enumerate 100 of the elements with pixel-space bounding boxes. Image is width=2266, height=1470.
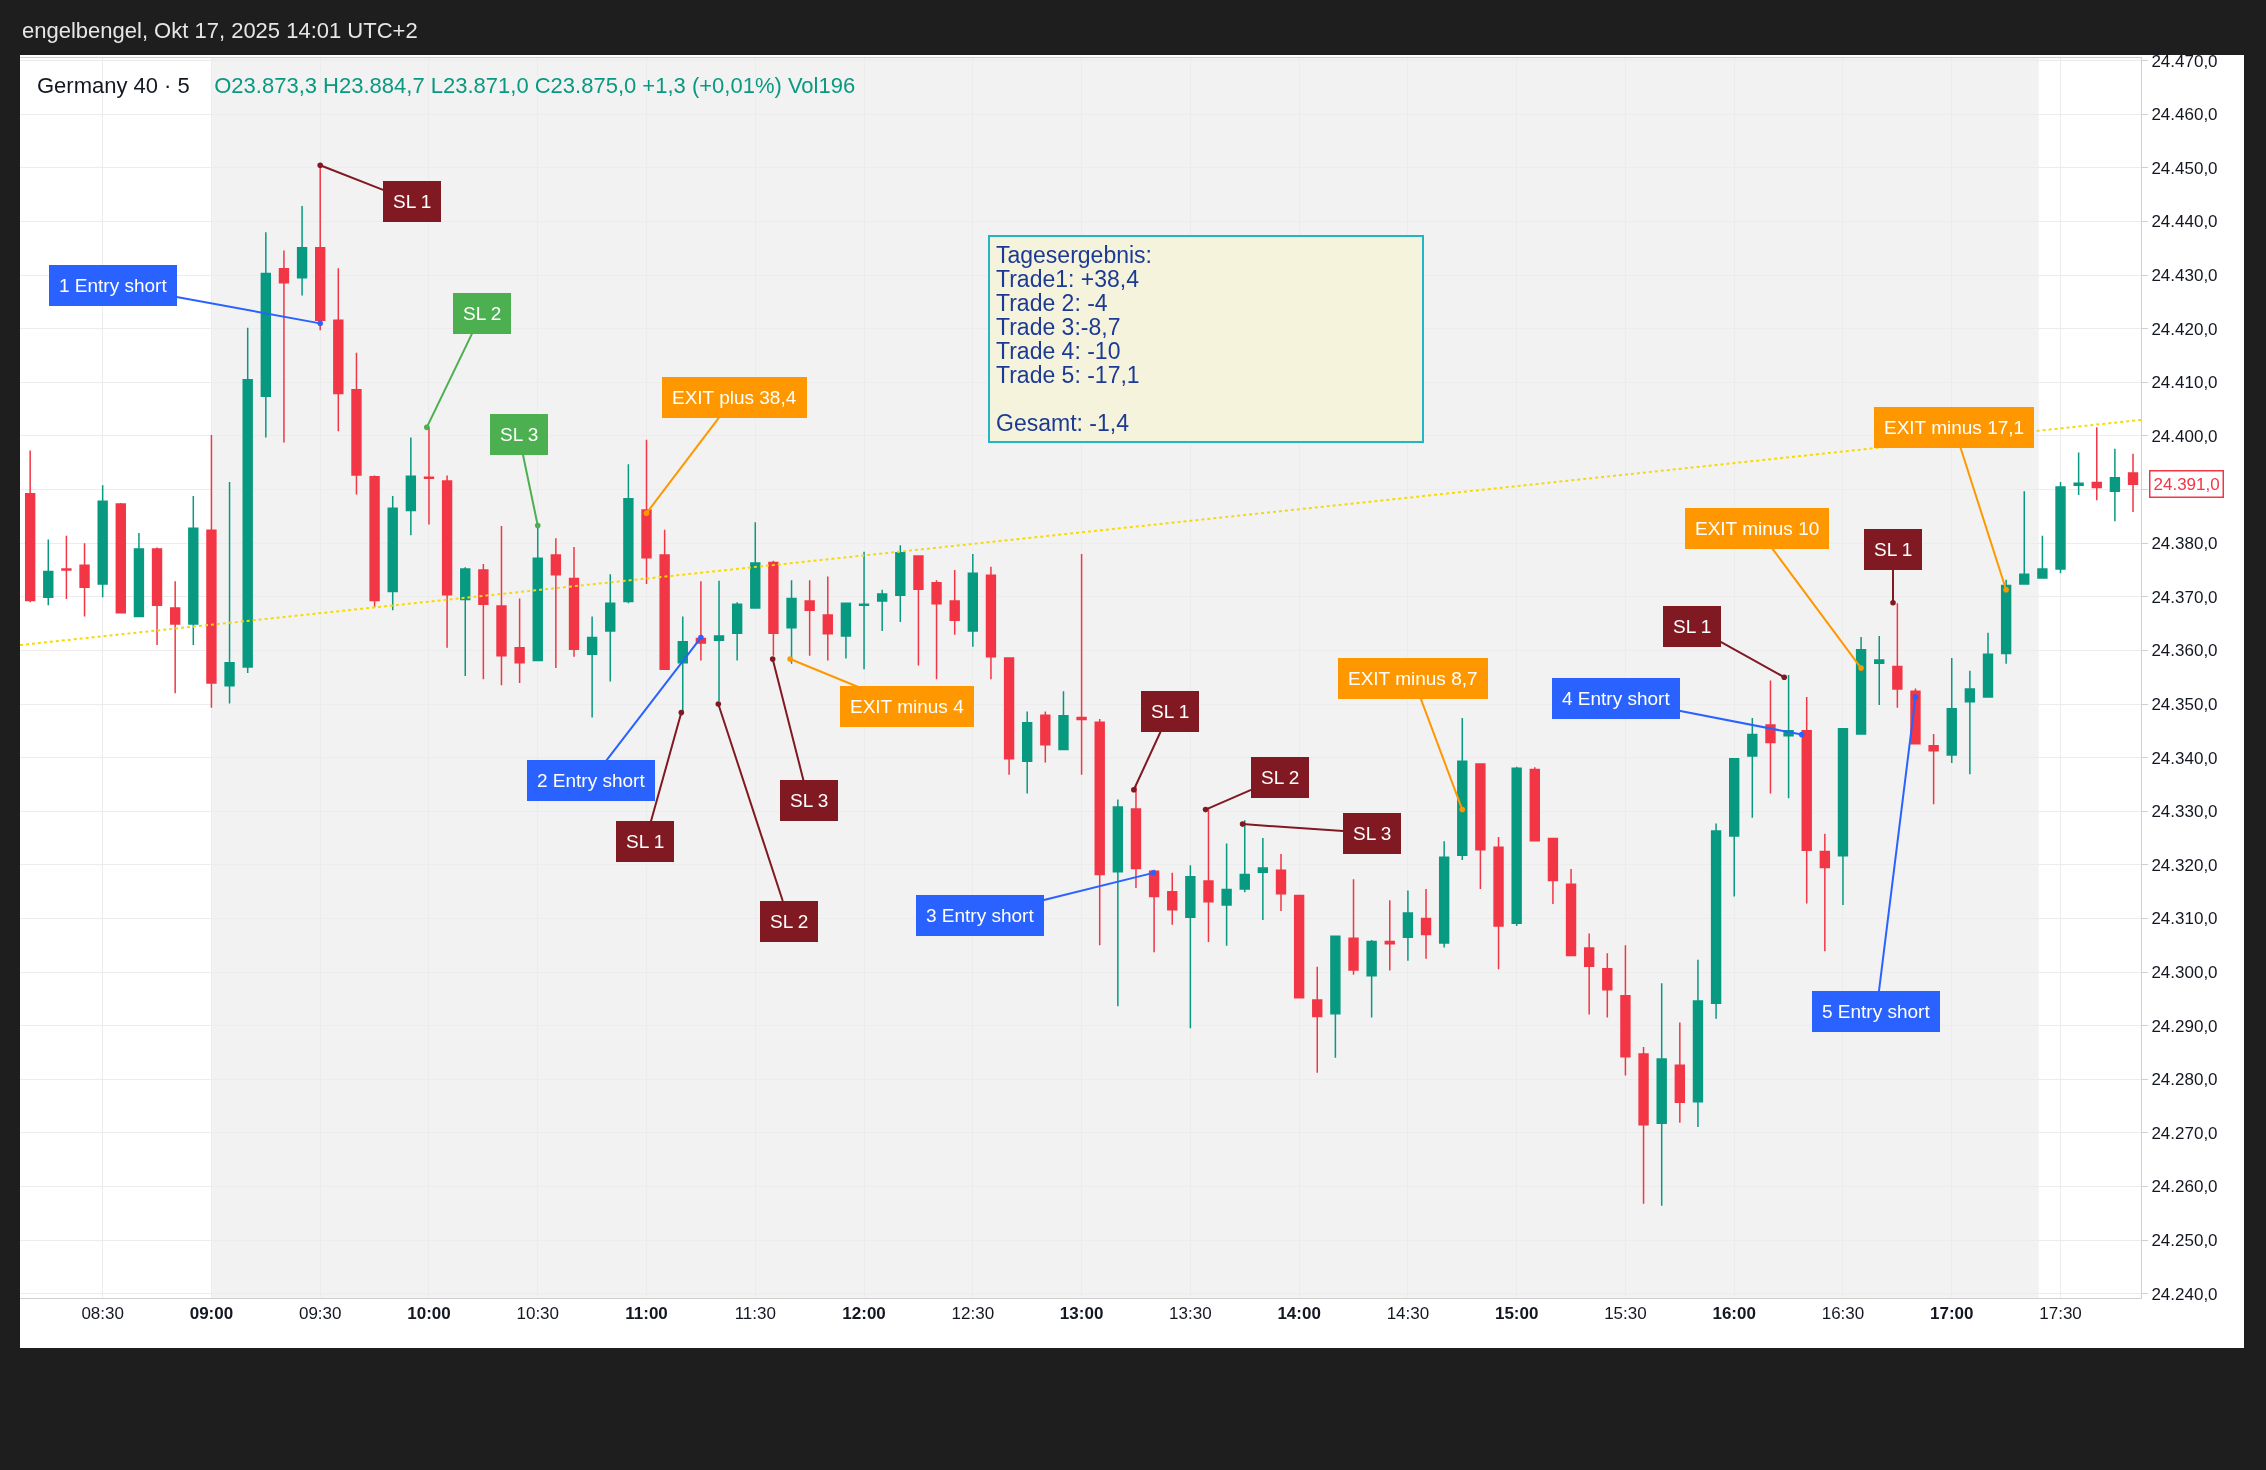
annotation: 2 Entry short xyxy=(537,770,646,791)
candlestick xyxy=(2073,451,2084,496)
x-tick-label: 08:30 xyxy=(81,1304,124,1324)
candlestick xyxy=(296,205,308,297)
x-tick-label: 16:30 xyxy=(1821,1304,1865,1324)
x-tick-label: 15:00 xyxy=(1494,1304,1539,1324)
annotation: EXIT minus 10 xyxy=(1695,518,1820,539)
candlestick xyxy=(1674,1021,1686,1124)
candlestick xyxy=(949,569,960,636)
y-tick-label: 24.430,0 xyxy=(2151,266,2218,286)
y-tick-label: 24.450,0 xyxy=(2151,158,2218,178)
candlestick xyxy=(677,615,688,713)
candlestick xyxy=(659,529,670,670)
y-tick-label: 24.420,0 xyxy=(2151,319,2218,339)
candlestick xyxy=(1529,766,1540,842)
x-tick-label: 14:30 xyxy=(1386,1304,1430,1324)
candlestick xyxy=(97,484,108,599)
candlestick xyxy=(1366,939,1377,1019)
candlestick xyxy=(133,532,145,618)
candlestick xyxy=(750,521,761,609)
text: O23.873,3 H23.884,7 L23.871,0 C23.875,0 +1,3 (+0,01%) Vol196 xyxy=(214,72,856,98)
annotation: SL 3 xyxy=(500,424,539,445)
x-tick-label: 09:00 xyxy=(189,1304,234,1324)
candlestick xyxy=(2055,481,2066,574)
candlestick xyxy=(1982,631,1994,698)
candlestick xyxy=(260,231,272,439)
y-tick-label: 24.350,0 xyxy=(2151,694,2218,714)
candlestick xyxy=(24,449,36,603)
candlestick xyxy=(1312,965,1323,1074)
candlestick xyxy=(2037,534,2048,580)
y-tick-label: 24.370,0 xyxy=(2151,587,2218,607)
candlestick xyxy=(1257,837,1269,921)
annotation: 1 Entry short xyxy=(59,275,168,296)
annotation: EXIT minus 4 xyxy=(850,696,965,717)
annotation: SL 1 xyxy=(1673,616,1712,637)
candlestick xyxy=(1692,958,1704,1128)
y-tick-label: 24.400,0 xyxy=(2151,426,2218,446)
candlestick xyxy=(1040,710,1051,764)
annotation: SL 1 xyxy=(626,831,665,852)
annotation: 4 Entry short xyxy=(1562,688,1671,709)
text-box: Tagesergebnis: Trade1: +38,4 Trade 2: -4 Trade 3:-8,7 Trade 4: -10 Trade 5: -17,1 Gesamt: -1,4 xyxy=(988,235,1424,443)
candlestick xyxy=(460,566,471,677)
candlestick xyxy=(1185,864,1196,1030)
candlestick xyxy=(206,434,217,709)
candlestick xyxy=(1022,710,1033,795)
x-tick-label: 13:30 xyxy=(1169,1304,1212,1324)
y-tick-label: 24.330,0 xyxy=(2151,802,2218,822)
y-tick-label: 24.470,0 xyxy=(2151,51,2218,71)
annotation: SL 2 xyxy=(1261,767,1300,788)
candlestick xyxy=(1747,717,1758,819)
candlestick xyxy=(1729,757,1740,898)
candlestick xyxy=(1837,727,1849,906)
candlestick xyxy=(79,542,90,618)
candlestick xyxy=(605,573,616,683)
candlestick xyxy=(496,525,507,686)
candlestick xyxy=(2127,452,2139,513)
candlestick xyxy=(1819,832,1831,952)
y-tick-label: 24.240,0 xyxy=(2151,1284,2218,1304)
y-tick-label: 24.310,0 xyxy=(2151,909,2218,929)
candlestick xyxy=(115,502,126,614)
candlestick xyxy=(1167,872,1178,926)
y-tick-label: 24.340,0 xyxy=(2151,748,2218,768)
annotation: EXIT minus 17,1 xyxy=(1884,417,2025,438)
candlestick xyxy=(1946,657,1957,764)
candlestick xyxy=(278,249,290,444)
candlestick xyxy=(731,601,743,662)
annotation: SL 1 xyxy=(393,191,432,212)
candlestick xyxy=(1058,690,1069,751)
candlestick xyxy=(1402,889,1414,962)
text: 24.391,0 xyxy=(2153,474,2220,494)
candlestick xyxy=(822,575,833,662)
candlestick xyxy=(478,563,489,681)
candlestick xyxy=(967,553,979,648)
candlestick xyxy=(1602,952,1613,1019)
candlestick xyxy=(1348,878,1359,976)
candlestick xyxy=(1656,982,1667,1207)
text: engelbengel, Okt 17, 2025 14:01 UTC+2 xyxy=(22,18,418,43)
y-tick-label: 24.380,0 xyxy=(2151,534,2218,554)
candlestick xyxy=(224,481,235,705)
candlestick xyxy=(1892,602,1903,709)
annotation: SL 2 xyxy=(463,303,502,324)
candlestick xyxy=(1330,935,1341,1059)
x-tick-label: 09:30 xyxy=(298,1304,342,1324)
candlestick xyxy=(405,436,417,536)
candlestick xyxy=(514,597,525,684)
candlestick xyxy=(876,589,888,632)
x-tick-label: 14:00 xyxy=(1277,1304,1321,1324)
y-tick-label: 24.250,0 xyxy=(2151,1231,2218,1251)
candlestick xyxy=(351,352,362,496)
y-tick-label: 24.280,0 xyxy=(2151,1070,2218,1090)
annotation: 5 Entry short xyxy=(1822,1001,1931,1022)
candlestick xyxy=(586,615,598,719)
annotation: SL 2 xyxy=(770,911,809,932)
candlestick xyxy=(1583,932,1595,1016)
candlestick xyxy=(804,579,815,657)
candlestick xyxy=(568,546,580,658)
x-tick-label: 12:00 xyxy=(842,1304,886,1324)
candlestick xyxy=(387,495,398,611)
candlestick xyxy=(1221,842,1232,947)
candlestick xyxy=(2091,426,2102,502)
